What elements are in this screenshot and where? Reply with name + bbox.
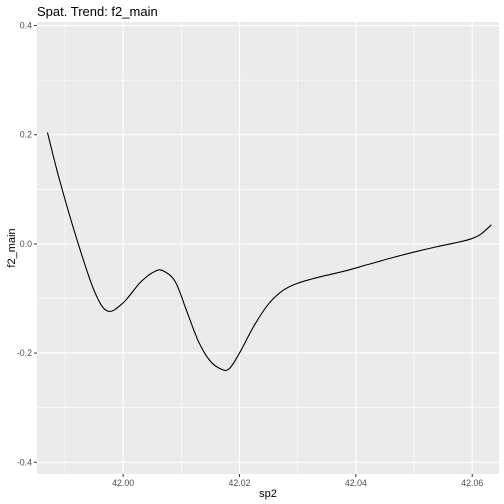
y-tick-label: -0.2: [17, 348, 32, 358]
x-tick-label: 42.02: [228, 478, 250, 488]
chart-title: Spat. Trend: f2_main: [37, 4, 158, 19]
x-tick-label: 42.06: [461, 478, 483, 488]
y-tick-label: 0.2: [20, 130, 32, 140]
y-tick-label: 0.4: [20, 21, 32, 31]
series-line: [46, 132, 492, 371]
y-axis-title: f2_main: [6, 228, 18, 267]
y-tick-label: 0.0: [20, 239, 32, 249]
series-layer: [46, 132, 492, 371]
plot-panel: [37, 22, 499, 474]
x-tick-label: 42.04: [345, 478, 367, 488]
grid-major: [37, 22, 499, 474]
x-axis-ticks: 42.00 42.02 42.04 42.06: [112, 474, 483, 488]
x-axis-title: sp2: [259, 488, 277, 500]
x-tick-label: 42.00: [112, 478, 134, 488]
y-tick-label: -0.4: [17, 457, 32, 467]
grid-minor: [37, 22, 499, 474]
y-axis-ticks: -0.4 -0.2 0.0 0.2 0.4: [17, 21, 37, 467]
